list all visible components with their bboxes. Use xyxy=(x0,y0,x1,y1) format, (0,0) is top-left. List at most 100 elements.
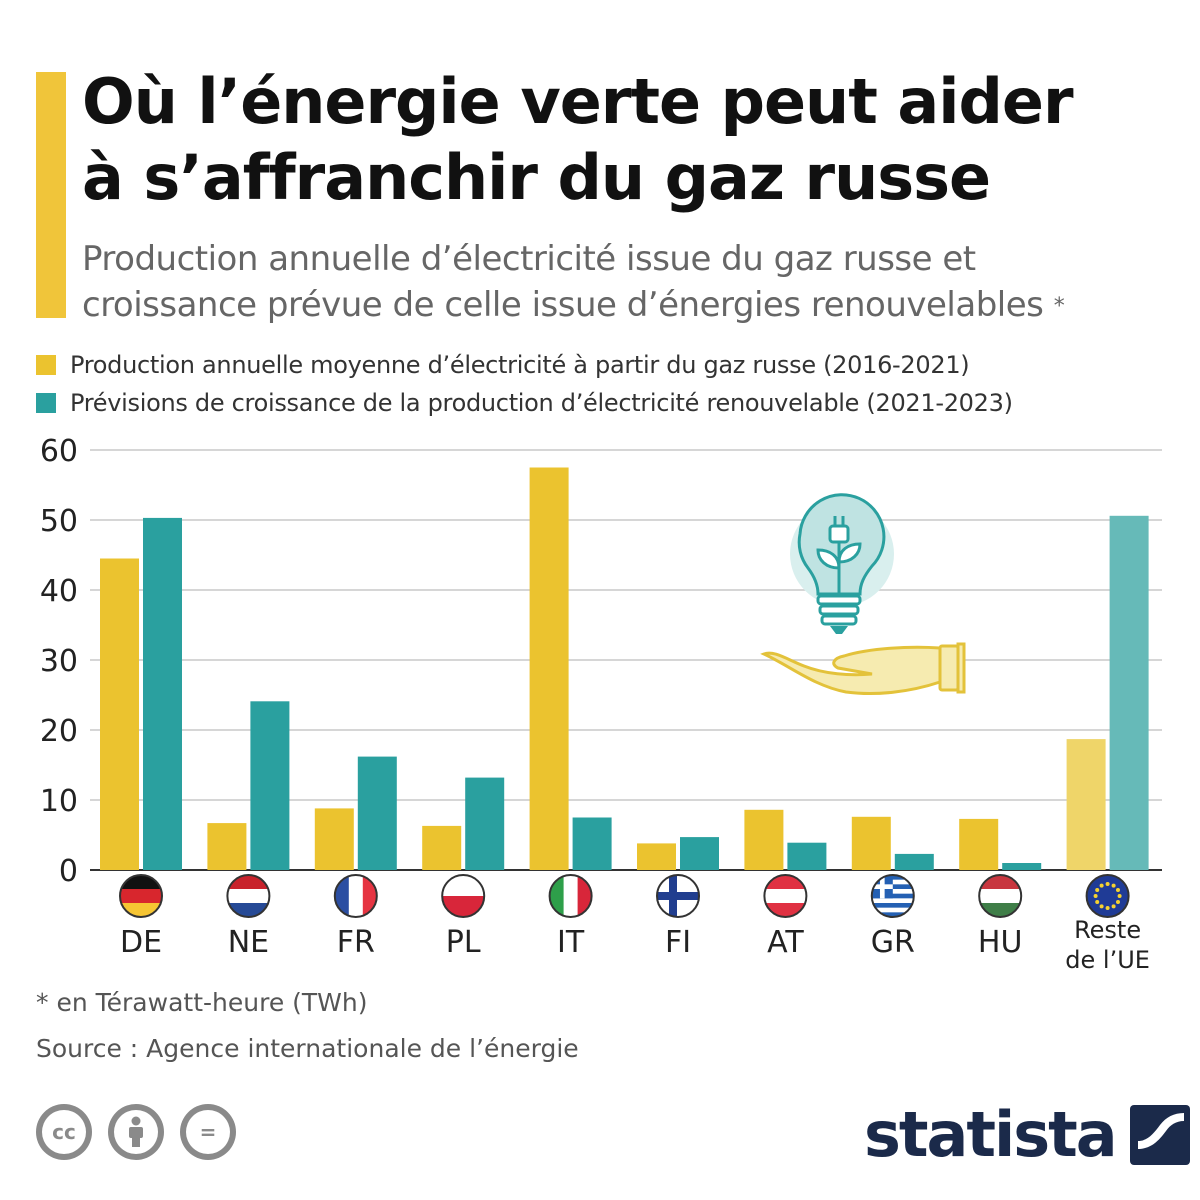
no-derivatives-icon[interactable]: = xyxy=(180,1104,236,1160)
category-label: HU xyxy=(978,925,1023,960)
subtitle-asterisk: * xyxy=(1053,294,1065,319)
bulb-tip xyxy=(830,626,848,634)
y-tick-label: 0 xyxy=(59,854,78,889)
flag-outline xyxy=(870,874,915,918)
bar-renewable xyxy=(1002,863,1042,870)
category-label: FR xyxy=(337,925,375,960)
flag-stripe xyxy=(227,889,270,904)
lightbulb-in-hand-icon xyxy=(760,493,966,695)
flag-body xyxy=(549,875,592,917)
austria-flag-icon xyxy=(763,874,808,918)
bar-gas xyxy=(637,843,676,870)
legend-item-gas: Production annuelle moyenne d’électricit… xyxy=(36,346,1013,384)
flag-stripe xyxy=(871,907,914,913)
statista-logo[interactable]: statista xyxy=(864,1098,1190,1171)
y-tick-label: 30 xyxy=(40,644,78,679)
subtitle-line-2: croissance prévue de celle issue d’énerg… xyxy=(82,285,1044,325)
subtitle: Production annuelle d’électricité issue … xyxy=(82,236,1172,328)
creative-commons-icon-label: cc xyxy=(42,1110,86,1154)
flag-body xyxy=(657,875,699,917)
statista-logo-mark-icon xyxy=(1129,1104,1190,1165)
attribution-person-icon xyxy=(114,1110,158,1154)
flag-cross xyxy=(879,875,885,899)
flag-stripe xyxy=(120,889,162,904)
flag-stripe xyxy=(871,898,914,904)
poland-flag-icon xyxy=(441,874,486,918)
license-icons: cc = xyxy=(36,1104,236,1160)
y-tick-label: 50 xyxy=(40,504,78,539)
flag-outline xyxy=(656,874,700,918)
legend-label-gas: Production annuelle moyenne d’électricit… xyxy=(70,351,970,379)
bar-gas xyxy=(851,816,891,870)
flag-stripe xyxy=(871,903,914,908)
bar-chart: 0 10 20 30 40 50 60 DE NE FR PL IT FI AT GR HU Restede … xyxy=(40,434,1162,974)
category-label: de l’UE xyxy=(1065,946,1150,974)
flag-star xyxy=(1111,883,1116,888)
flag-stripe xyxy=(764,889,807,904)
no-derivatives-icon-label: = xyxy=(186,1110,230,1154)
flag-star xyxy=(1115,900,1120,904)
flag-outline xyxy=(333,874,378,918)
flag-star xyxy=(1111,904,1116,909)
flag-stripe xyxy=(871,912,914,917)
attribution-icon[interactable] xyxy=(108,1104,164,1160)
flag-outline xyxy=(548,874,593,918)
bar-renewable xyxy=(143,517,182,870)
italy-flag-icon xyxy=(548,874,593,918)
bar-renewable xyxy=(680,837,719,870)
plant-leaf xyxy=(816,548,841,570)
greece-flag-icon xyxy=(870,874,915,918)
flag-outline xyxy=(763,874,808,918)
flag-star xyxy=(1115,888,1120,892)
bulb-base-ring xyxy=(818,604,860,616)
bar-renewable xyxy=(465,777,505,870)
category-label: NE xyxy=(228,925,269,960)
y-tick-label: 60 xyxy=(40,434,78,469)
bar-gas xyxy=(744,809,784,870)
bar-renewable xyxy=(357,756,397,870)
chart-legend: Production annuelle moyenne d’électricit… xyxy=(36,346,1013,422)
bar-gas xyxy=(100,558,139,870)
bar-gas xyxy=(529,467,569,870)
bar-gas xyxy=(314,808,354,870)
flag-outline xyxy=(441,874,486,918)
flag-stripe xyxy=(442,875,485,897)
category-label: Reste xyxy=(1074,916,1141,944)
legend-swatch-gas xyxy=(36,355,56,375)
flag-outline xyxy=(119,874,163,918)
flag-star xyxy=(1105,882,1110,886)
bar-gas xyxy=(959,818,999,870)
hungary-flag-icon xyxy=(978,874,1023,918)
y-tick-label: 20 xyxy=(40,714,78,749)
category-label: GR xyxy=(871,925,915,960)
flag-star xyxy=(1099,904,1104,909)
title-accent-bar xyxy=(36,72,66,318)
flag-stripe xyxy=(979,889,1022,904)
bulb-glass xyxy=(797,493,886,596)
creative-commons-icon[interactable]: cc xyxy=(36,1104,92,1160)
bar-renewable xyxy=(894,853,934,870)
flag-outline xyxy=(1085,874,1130,918)
finland-flag-icon xyxy=(656,874,700,918)
eu-flag-icon xyxy=(1085,874,1130,918)
flag-star xyxy=(1095,900,1100,904)
flag-cross xyxy=(657,892,699,900)
flag-star xyxy=(1105,906,1110,910)
plant-leaf xyxy=(837,542,862,564)
category-label: IT xyxy=(557,925,585,960)
chart-flags xyxy=(119,874,1130,918)
plug-body xyxy=(828,524,850,544)
flag-body xyxy=(1086,875,1129,917)
bar-renewable xyxy=(572,817,612,870)
hand-palm xyxy=(760,645,942,695)
flag-stripe xyxy=(442,896,485,917)
title-line-2: à s’affranchir du gaz russe xyxy=(82,141,991,214)
flag-body xyxy=(442,875,485,917)
bulb-base-ring xyxy=(816,594,862,606)
flag-stripe xyxy=(563,875,579,917)
flag-stripe xyxy=(348,875,364,917)
germany-flag-icon xyxy=(119,874,163,918)
flag-outline xyxy=(226,874,271,918)
bar-gas xyxy=(207,823,247,870)
y-tick-label: 40 xyxy=(40,574,78,609)
